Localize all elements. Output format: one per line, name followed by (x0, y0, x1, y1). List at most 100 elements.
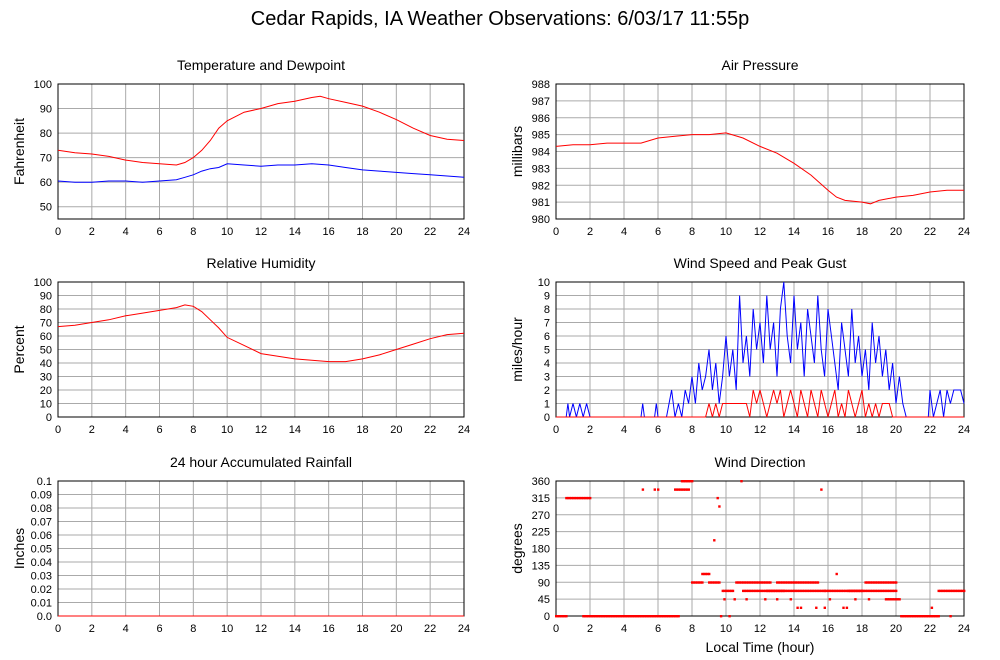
y-tick-label: 60 (40, 177, 52, 189)
data-point (781, 581, 784, 584)
data-point (804, 589, 808, 593)
y-tick-label: 40 (40, 358, 52, 370)
x-tick-label: 2 (89, 424, 95, 436)
y-tick-label: 0 (544, 412, 550, 424)
y-tick-label: 982 (532, 180, 550, 192)
data-point (867, 581, 871, 584)
data-point (755, 581, 758, 584)
data-point (595, 615, 599, 618)
data-point (745, 598, 748, 601)
data-point (935, 615, 939, 618)
data-point (738, 581, 741, 584)
data-point (796, 606, 799, 609)
data-point (915, 615, 918, 618)
data-point (624, 615, 628, 618)
data-point (777, 581, 781, 584)
x-tick-label: 2 (89, 226, 95, 238)
data-point (845, 589, 849, 593)
x-tick-label: 16 (822, 226, 834, 238)
data-point (713, 539, 716, 542)
data-point (568, 496, 571, 500)
data-point (645, 615, 648, 618)
data-point (672, 615, 675, 618)
data-point (930, 606, 934, 609)
data-point (864, 589, 867, 593)
data-point (634, 615, 638, 618)
x-tick-label: 10 (221, 424, 233, 436)
data-point (753, 581, 757, 584)
y-tick-label: 0 (46, 412, 52, 424)
data-point (934, 615, 937, 618)
x-tick-label: 4 (123, 424, 129, 436)
data-point (600, 615, 604, 618)
data-point (799, 606, 803, 609)
y-tick-label: 0.06 (31, 530, 52, 542)
data-point (905, 615, 908, 618)
data-point (723, 589, 726, 593)
data-point (798, 581, 801, 584)
data-point (883, 589, 886, 593)
data-point (794, 581, 798, 584)
data-point (728, 615, 731, 618)
data-point (806, 581, 809, 584)
data-point (583, 496, 587, 500)
data-point (585, 615, 588, 618)
y-tick-label: 7 (544, 318, 550, 330)
data-point (587, 496, 590, 500)
x-tick-label: 18 (356, 226, 368, 238)
data-point (937, 615, 940, 618)
data-point (643, 615, 646, 618)
data-point (762, 581, 765, 584)
data-point (759, 581, 762, 584)
x-tick-label: 16 (323, 226, 335, 238)
series-line-temp-0 (57, 95, 465, 166)
data-point (799, 581, 803, 584)
data-point (680, 480, 684, 483)
data-point (957, 589, 961, 593)
y-tick-label: 0.08 (31, 503, 52, 515)
data-point (825, 589, 828, 593)
chart-title: Wind Speed and Peak Gust (674, 255, 847, 271)
data-point (680, 488, 684, 491)
data-point (900, 615, 903, 618)
data-point (881, 581, 884, 584)
y-tick-label: 0.05 (31, 544, 52, 556)
x-tick-label: 12 (255, 424, 267, 436)
y-tick-label: 1 (544, 399, 550, 411)
data-point (844, 589, 847, 593)
data-point (867, 598, 871, 601)
y-tick-label: 60 (40, 331, 52, 343)
data-point (857, 589, 860, 593)
x-tick-label: 6 (156, 623, 162, 635)
data-point (927, 615, 930, 618)
data-point (747, 589, 750, 593)
data-point (888, 581, 891, 584)
data-point (925, 615, 928, 618)
y-tick-label: 0.07 (31, 517, 52, 529)
data-point (565, 496, 568, 500)
data-point (730, 589, 733, 593)
x-tick-label: 16 (822, 424, 834, 436)
data-point (684, 480, 687, 483)
y-tick-label: 6 (544, 331, 550, 343)
x-tick-label: 8 (190, 226, 196, 238)
data-point (682, 480, 685, 483)
data-point (842, 589, 845, 593)
data-point (582, 615, 585, 618)
data-point (641, 615, 645, 618)
data-point (777, 589, 781, 593)
x-tick-label: 20 (890, 623, 902, 635)
plot-frame (555, 281, 965, 418)
data-point (648, 615, 651, 618)
y-tick-label: 988 (532, 79, 550, 91)
x-tick-label: 22 (424, 424, 436, 436)
x-tick-label: 24 (458, 424, 470, 436)
data-point (910, 615, 913, 618)
data-point (636, 615, 639, 618)
data-point (748, 581, 752, 584)
data-point (815, 606, 818, 609)
data-point (872, 581, 876, 584)
